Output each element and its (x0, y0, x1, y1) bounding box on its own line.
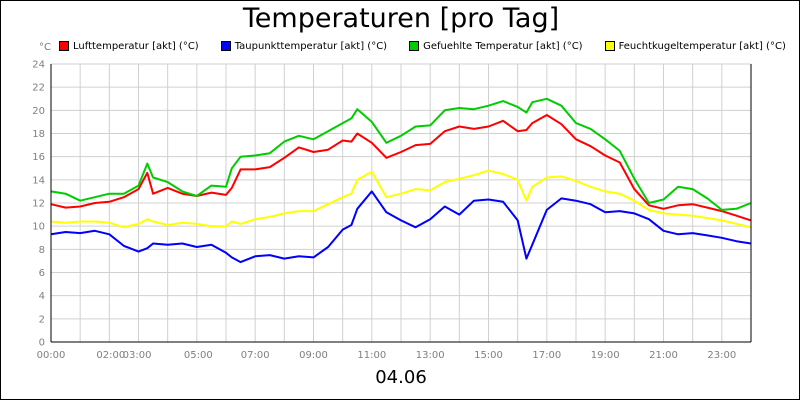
series-line-taupunkttemperatur (50, 190, 752, 264)
y-tick-label: 4 (39, 291, 45, 302)
legend-swatch-lufttemperatur (59, 41, 69, 51)
y-tick-label: 10 (32, 222, 45, 233)
legend-label-lufttemperatur: Lufttemperatur [akt] (°C) (73, 40, 199, 52)
x-tick-label: 09:00 (299, 350, 328, 361)
series-line-lufttemperatur (50, 114, 752, 222)
legend-item-gefuehlte-temperatur: Gefuehlte Temperatur [akt] (°C) (409, 39, 583, 53)
y-tick-label: 2 (39, 314, 45, 325)
x-tick-label: 19:00 (591, 350, 620, 361)
x-tick-label: 03:00 (123, 350, 152, 361)
legend: Lufttemperatur [akt] (°C) Taupunkttemper… (59, 39, 800, 53)
legend-label-gefuehlte-temperatur: Gefuehlte Temperatur [akt] (°C) (423, 40, 583, 52)
y-axis-unit: °C (39, 42, 51, 53)
y-tick-label: 6 (39, 268, 45, 279)
x-tick-label: 11:00 (357, 350, 386, 361)
legend-swatch-gefuehlte-temperatur (409, 41, 420, 51)
x-tick-label: 05:00 (184, 350, 213, 361)
x-tick-label: 17:00 (532, 350, 561, 361)
series-line-feuchtkugeltemperatur (50, 169, 752, 229)
y-tick-label: 24 (32, 60, 45, 71)
x-tick-label: 23:00 (707, 350, 736, 361)
y-tick-label: 12 (32, 199, 45, 210)
y-tick-label: 14 (32, 175, 45, 186)
legend-item-lufttemperatur: Lufttemperatur [akt] (°C) (59, 39, 199, 53)
y-tick-label: 18 (32, 129, 45, 140)
series-line-gefuehlte-temperatur (50, 97, 752, 211)
y-tick-label: 0 (39, 338, 45, 349)
y-tick-label: 16 (32, 152, 45, 163)
legend-label-taupunkttemperatur: Taupunkttemperatur [akt] (°C) (234, 40, 388, 52)
x-tick-label: 13:00 (416, 350, 445, 361)
x-tick-label: 02:00 (96, 350, 125, 361)
legend-item-feuchtkugeltemperatur: Feuchtkugeltemperatur [akt] (°C) (604, 39, 786, 53)
chart-title: Temperaturen [pro Tag] (242, 3, 560, 34)
y-tick-label: 20 (32, 106, 45, 117)
legend-item-taupunkttemperatur: Taupunkttemperatur [akt] (°C) (220, 39, 388, 53)
x-axis-date: 04.06 (375, 367, 427, 388)
y-tick-label: 8 (39, 245, 45, 256)
y-tick-label: 22 (32, 83, 45, 94)
legend-label-feuchtkugeltemperatur: Feuchtkugeltemperatur [akt] (°C) (618, 40, 786, 52)
x-tick-label: 07:00 (241, 350, 270, 361)
x-tick-label: 21:00 (649, 350, 678, 361)
x-tick-label: 00:00 (37, 350, 66, 361)
legend-swatch-feuchtkugeltemperatur (604, 41, 615, 51)
x-tick-label: 15:00 (474, 350, 503, 361)
legend-swatch-taupunkttemperatur (220, 41, 231, 51)
